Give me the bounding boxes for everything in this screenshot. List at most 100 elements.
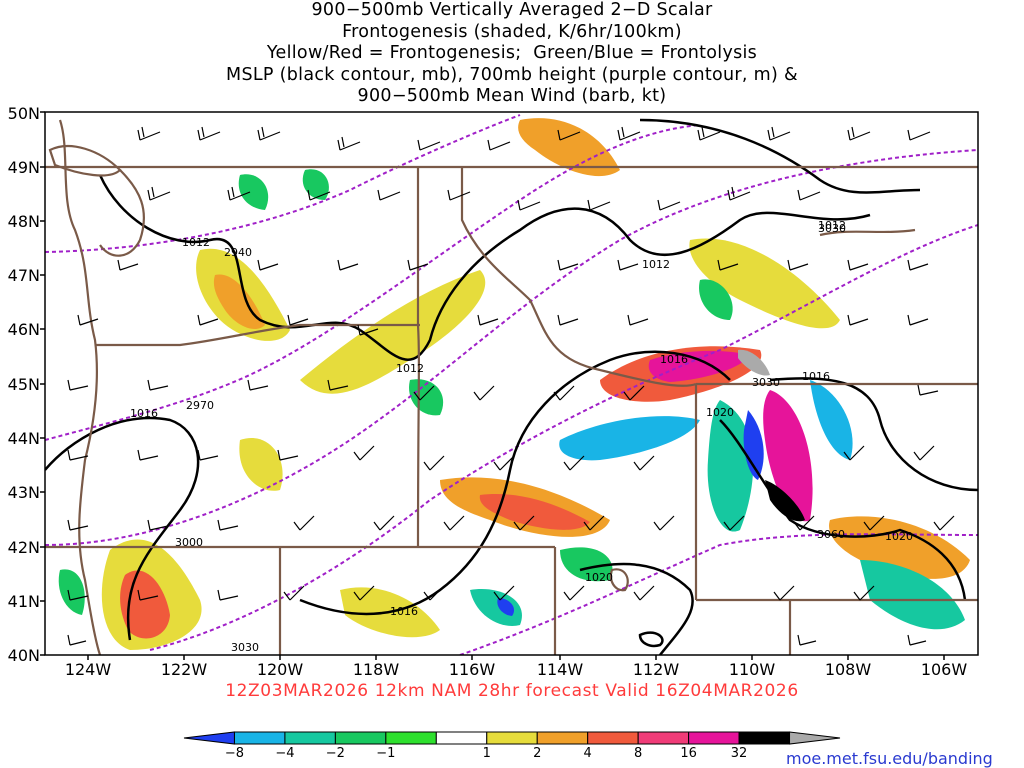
wind-barb [197,449,219,461]
lat-label-41n: 41N [7,592,40,611]
wind-barb [553,385,575,401]
title-line-4: MSLP (black contour, mb), 700mb height (… [226,64,798,85]
wind-barb [357,324,379,336]
lat-label-43n: 43N [7,483,40,502]
wind-barb [557,129,581,141]
wind-barb [907,129,931,141]
mslp-contour-1012-northern [639,118,921,194]
wind-barb [727,186,751,201]
wind-barb [907,634,927,646]
height-label: 3060 [817,528,845,541]
credit-url: moe.met.fsu.edu/banding [786,749,993,768]
wind-barb [67,589,89,601]
wind-barb [633,585,655,601]
mslp-contour-1012-central [359,207,871,361]
mslp-contour-small-loop [638,631,664,648]
mslp-contour-1016-east [769,377,978,492]
lat-label-49n: 49N [7,158,40,177]
forecast-valid-time: 12Z03MAR2026 12km NAM 28hr forecast Vali… [225,681,799,701]
canadian-lake-border [819,228,916,237]
wind-barb [283,585,305,601]
wind-barb [583,515,605,531]
wind-barb [447,189,471,201]
wind-barb [473,385,495,401]
height-label: 3030 [231,641,259,654]
wind-barb [493,585,515,601]
mslp-label: 1016 [660,353,688,366]
idaho-west-border [416,167,420,548]
colorbar-tick-label: 32 [730,746,748,761]
wind-barb [773,585,795,601]
colorbar-tick-label: −4 [275,746,295,761]
flys-area-west-1 [238,174,269,210]
colorbar-tick-label: −8 [224,746,245,761]
wind-barb [653,515,675,531]
mslp-label: 1020 [585,571,613,584]
colorbar-tick-label: 8 [634,746,643,761]
colorbar-cell [334,731,387,745]
colorbar-tick-label: 2 [533,746,542,761]
wind-barb [293,515,315,531]
fgen-area-northeast [689,238,840,329]
height-contour-3030 [149,224,978,651]
wind-barb [917,384,939,396]
wind-barb [627,314,649,326]
lon-label-106w: 106W [920,660,968,679]
wind-barb [217,519,239,531]
wind-barb [907,314,929,326]
fgen-area-northwest-core [213,274,265,330]
height-label: 2970 [186,399,214,412]
height-contours [45,114,978,655]
lat-label-47n: 47N [7,266,40,285]
wind-barb [563,585,585,601]
wind-barb [67,379,89,391]
wind-barb [843,445,865,461]
mslp-label: 1012 [642,258,670,271]
colorbar-cell [789,731,841,745]
lat-label-46n: 46N [7,320,40,339]
wind-barb [863,515,885,531]
title-line-1: 900−500mb Vertically Averaged 2−D Scalar [311,0,713,20]
fgen-band-idaho-core [479,494,590,530]
height-label: 3030 [752,376,780,389]
colorbar-cell [688,731,740,745]
wind-barb [587,199,611,211]
chart-title: 900−500mb Vertically Averaged 2−D Scalar… [0,0,1024,108]
colorbar-cell [536,731,589,745]
fgen-area-wyoming [763,390,813,522]
flys-area-southern-idaho [560,547,613,582]
flys-area-coast [58,569,85,615]
colorbar-cell [637,731,690,745]
flys-area-wyoming [707,400,754,532]
wind-barb [717,259,739,271]
colorbar-tick-label: 1 [482,746,491,761]
colorbar-cell [284,731,336,745]
wind-barb [657,199,681,211]
wind-barb [373,515,395,531]
flys-area-utah [470,589,522,626]
wind-barb [147,519,169,531]
wind-barb [423,455,445,471]
wind-barb [137,449,159,461]
wind-barb [77,314,99,326]
wind-barb [197,126,221,141]
wind-barb [847,126,871,141]
lon-label-116w: 116W [448,660,496,679]
flys-area-west-3 [302,169,329,200]
wind-barb [513,515,535,531]
wind-barb [137,126,161,141]
wind-barb [633,455,655,471]
height-label: 2940 [224,246,252,259]
vancouver-island [48,145,122,177]
mslp-label: 1020 [706,406,734,419]
colorbar-cell [435,731,488,745]
mslp-contour-1020-east [719,419,967,601]
wind-barb [147,379,169,391]
wind-barb [197,314,219,326]
wind-barb [793,515,815,531]
height-contour-3060 [459,533,978,655]
height-contour-3000 [45,149,978,546]
map-content: 1012 1012 1012 1016 1016 1016 1016 1020 … [45,114,978,655]
mslp-label: 1012 [182,236,210,249]
wind-barb [67,449,89,461]
